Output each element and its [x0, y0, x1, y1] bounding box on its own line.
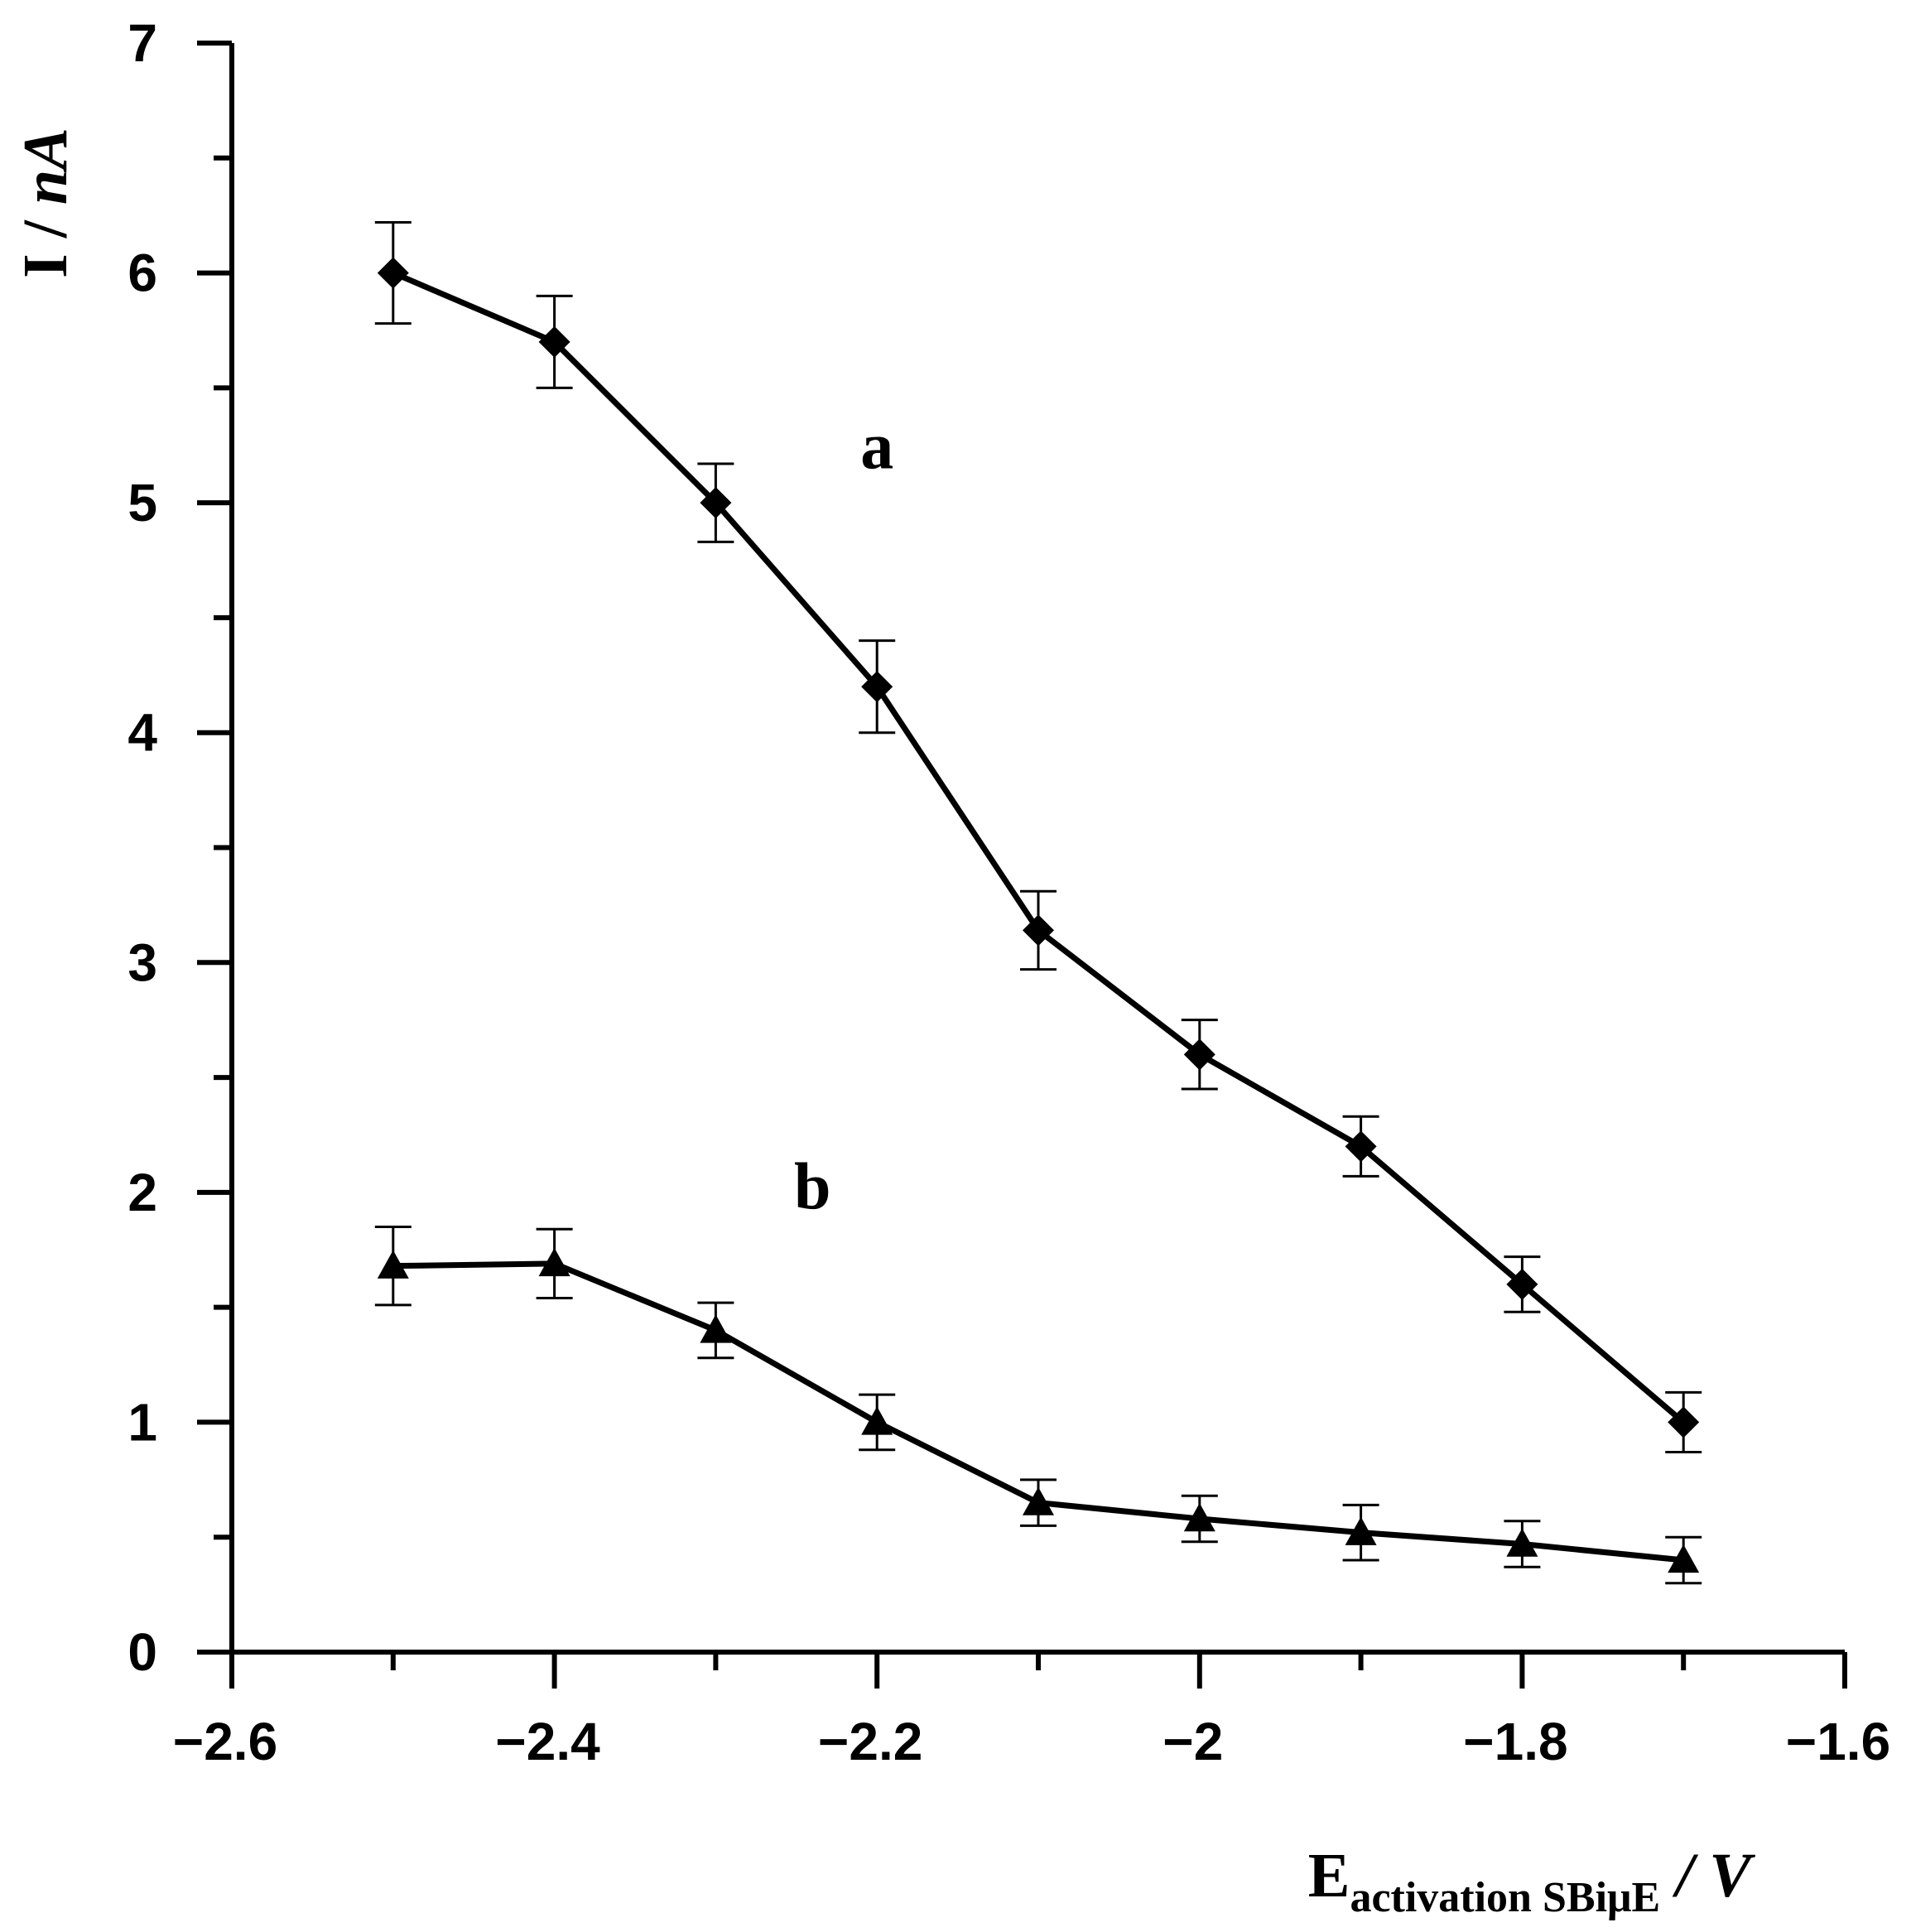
- y-tick-label: 0: [128, 1622, 157, 1682]
- x-axis-title-subscript: activation SBiμE: [1350, 1874, 1660, 1921]
- data-point-diamond: [1668, 1406, 1700, 1438]
- data-point-triangle: [700, 1314, 732, 1343]
- x-tick-label: −1.8: [1463, 1712, 1567, 1771]
- y-tick-label: 2: [128, 1163, 157, 1222]
- x-ticks: −2.6 −2.4 −2.2 −2 −1.8 −1.6: [173, 1652, 1890, 1771]
- data-point-diamond: [1506, 1268, 1538, 1300]
- series-line-a: [392, 270, 1686, 1425]
- y-tick-label: 4: [128, 703, 157, 763]
- y-tick-label: 1: [128, 1392, 157, 1452]
- data-point-triangle: [538, 1247, 570, 1277]
- x-tick-label: −1.6: [1786, 1712, 1890, 1771]
- data-point-diamond: [1023, 914, 1054, 947]
- x-axis-title-main: E: [1308, 1841, 1350, 1910]
- y-axis-title-unit: nA: [11, 128, 80, 205]
- data-point-triangle: [377, 1250, 409, 1279]
- data-point-triangle: [1023, 1486, 1054, 1515]
- data-point-diamond: [861, 671, 893, 703]
- data-point-triangle: [1345, 1516, 1377, 1545]
- x-tick-label: −2.6: [173, 1712, 277, 1771]
- y-tick-label: 3: [128, 932, 157, 992]
- y-tick-label: 6: [128, 243, 157, 303]
- data-point-triangle: [1183, 1503, 1215, 1532]
- x-tick-label: −2.4: [495, 1712, 600, 1771]
- data-point-triangle: [1668, 1544, 1700, 1573]
- y-ticks: 0 1 2 3 4 5 6 7: [128, 13, 232, 1682]
- data-point-diamond: [377, 257, 409, 289]
- data-point-diamond: [700, 487, 732, 519]
- x-axis-title-unit: / V: [1660, 1841, 1755, 1910]
- series-label-a: a: [860, 411, 893, 484]
- y-tick-label: 7: [128, 13, 157, 73]
- x-axis-title: Eactivation SBiμE / V: [1308, 1841, 1756, 1921]
- series-label-b: b: [794, 1150, 831, 1223]
- data-point-triangle: [1506, 1528, 1538, 1557]
- x-tick-label: −2.2: [818, 1712, 922, 1771]
- series-b: b: [374, 1150, 1702, 1585]
- x-tick-label: −2: [1162, 1712, 1223, 1771]
- data-point-diamond: [538, 325, 570, 358]
- series-a: a: [374, 221, 1702, 1454]
- axes: [229, 43, 1845, 1655]
- y-axis-title-main: I /: [11, 205, 80, 278]
- y-axis-title: I / nA: [11, 128, 80, 278]
- series: ab: [374, 221, 1702, 1585]
- data-point-triangle: [861, 1406, 893, 1435]
- y-tick-label: 5: [128, 473, 157, 532]
- data-point-diamond: [1345, 1130, 1377, 1163]
- data-point-diamond: [1183, 1038, 1215, 1071]
